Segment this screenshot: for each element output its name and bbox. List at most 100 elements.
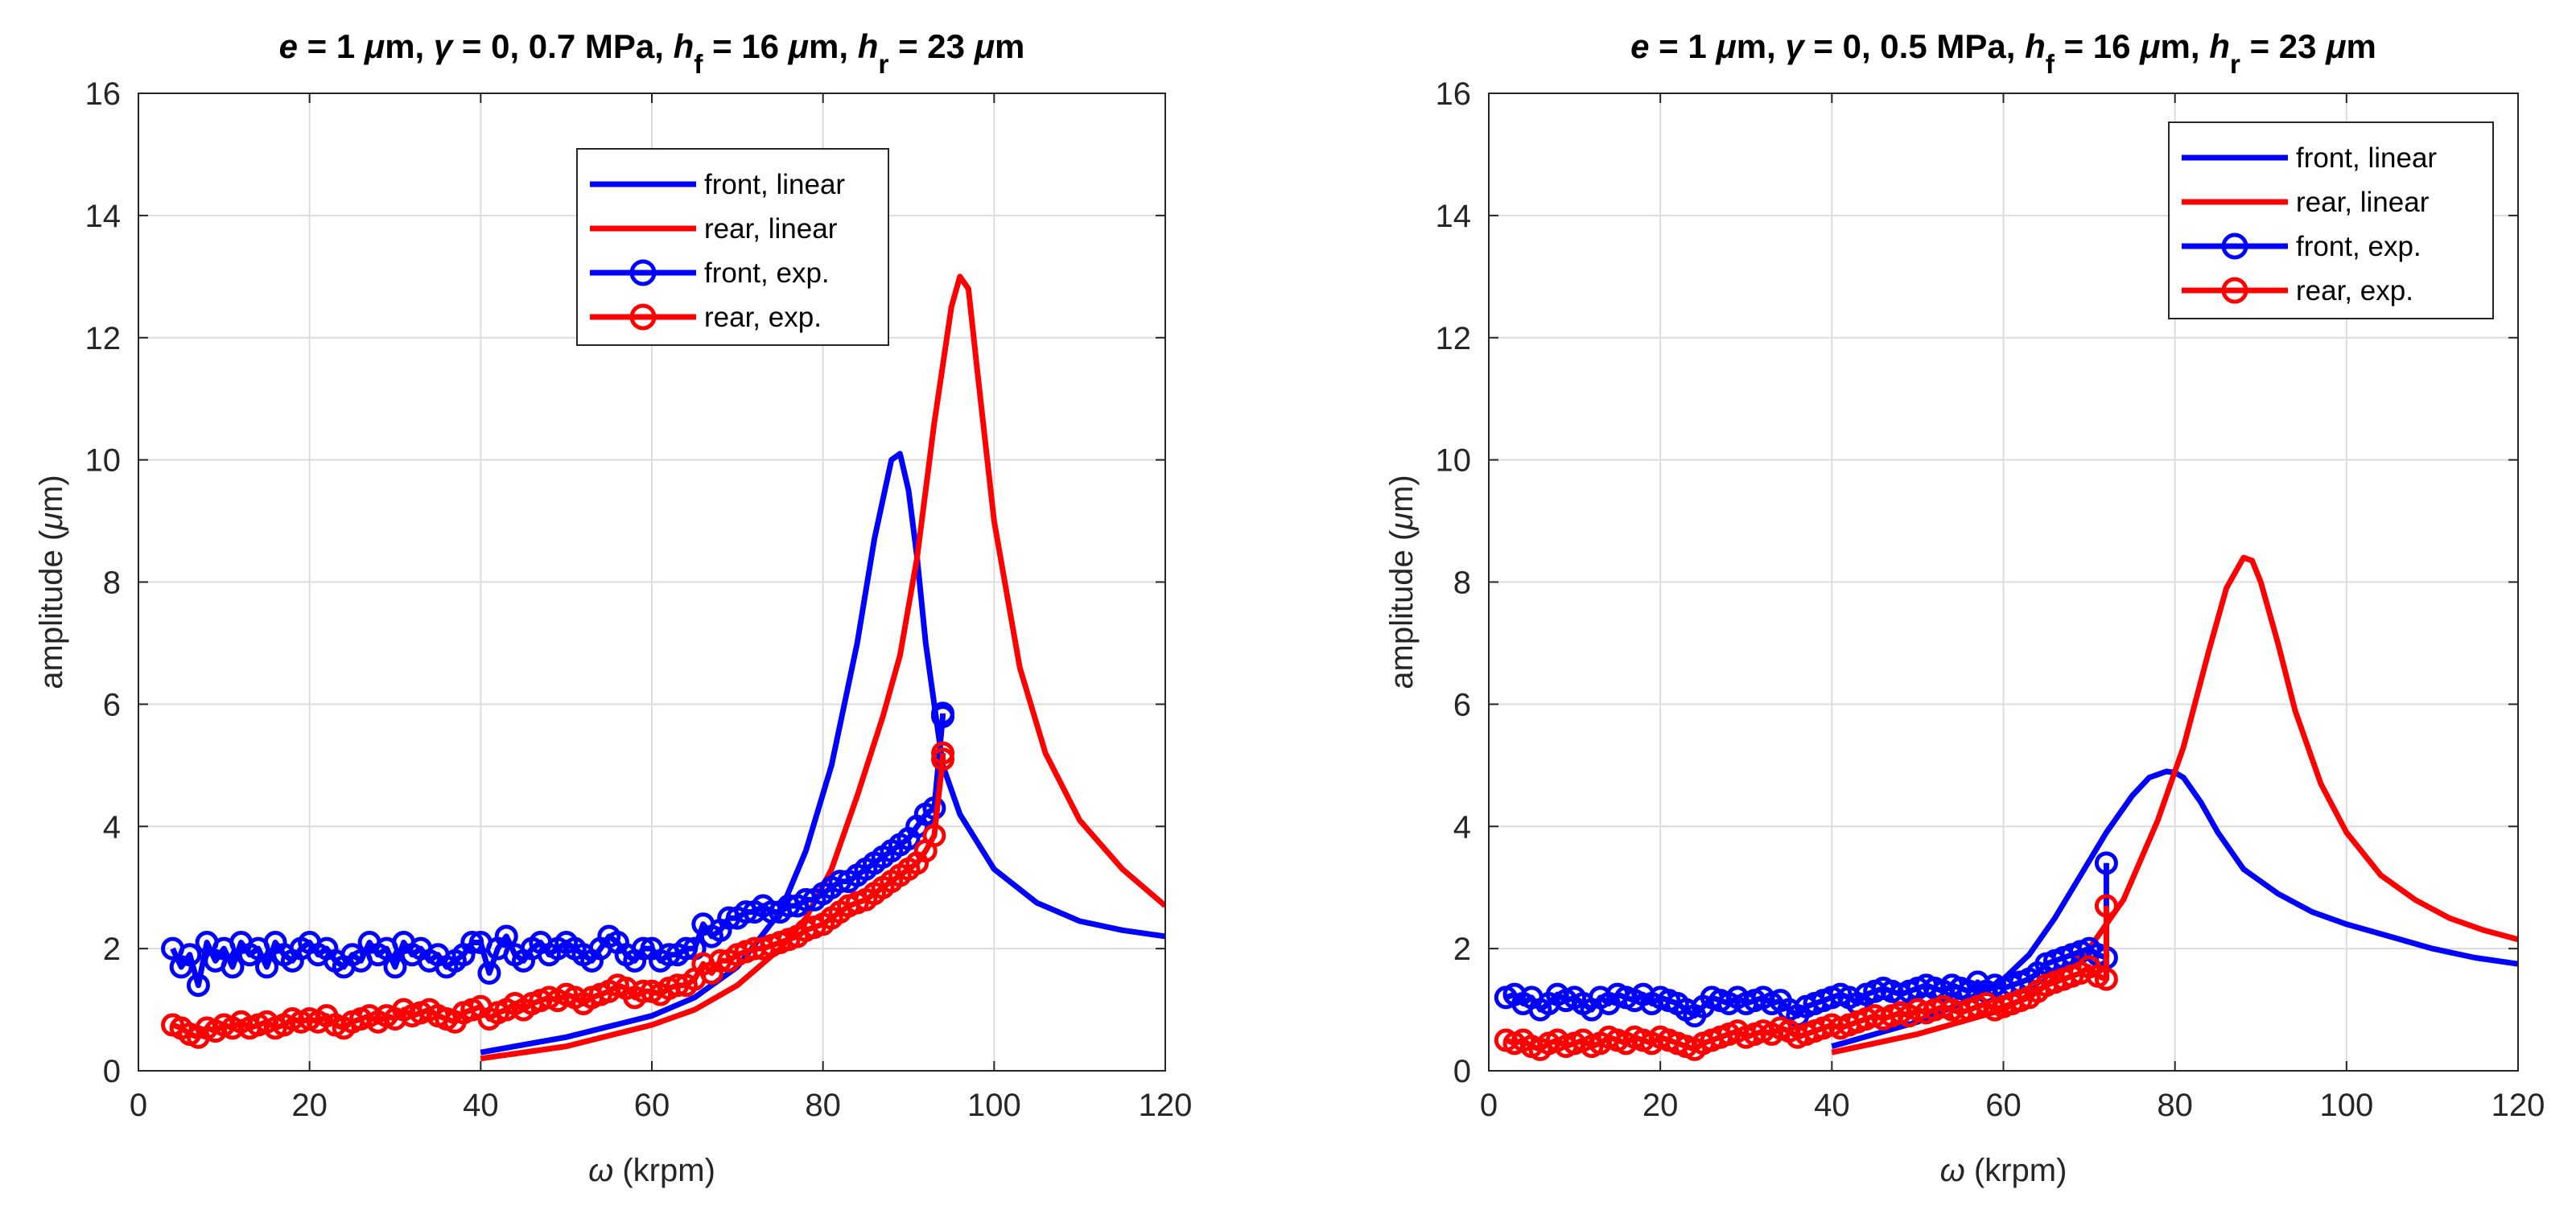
x-tick-label: 120 bbox=[2492, 1088, 2545, 1123]
legend-label: rear, exp. bbox=[2296, 275, 2413, 307]
x-axis-label: ω (krpm) bbox=[588, 1153, 715, 1188]
chart-title-part: = 1 bbox=[1649, 27, 1716, 65]
x-tick-label: 100 bbox=[2319, 1088, 2373, 1123]
y-axis-label-part: amplitude ( bbox=[34, 529, 69, 689]
chart-title-part: h bbox=[674, 27, 694, 65]
y-tick-label: 6 bbox=[103, 687, 121, 722]
data-point bbox=[477, 961, 501, 985]
y-tick-label: 2 bbox=[1453, 932, 1471, 967]
legend-marker bbox=[2221, 277, 2248, 304]
chart-title-part: h bbox=[2209, 27, 2230, 65]
chart-title-part: m, bbox=[2161, 27, 2210, 65]
x-tick-label: 0 bbox=[1480, 1088, 1498, 1123]
series-line-1 bbox=[480, 274, 1165, 1062]
y-tick-label: 16 bbox=[1436, 76, 1472, 112]
y-tick-label: 14 bbox=[85, 199, 122, 234]
chart-title-part: f bbox=[694, 50, 703, 80]
chart-title-part: m, bbox=[809, 27, 858, 65]
series-layer bbox=[161, 274, 1165, 1062]
chart-title-part: = 16 bbox=[703, 27, 788, 65]
y-tick-label: 10 bbox=[85, 443, 122, 479]
y-tick-label: 12 bbox=[1436, 321, 1472, 356]
y-axis-label-part: amplitude ( bbox=[1384, 529, 1420, 689]
x-tick-label: 0 bbox=[130, 1088, 147, 1123]
chart-title-part: = 23 bbox=[2240, 27, 2326, 65]
y-axis-label: amplitude (μm) bbox=[34, 475, 69, 689]
x-tick-label: 80 bbox=[2157, 1088, 2193, 1123]
data-point bbox=[674, 936, 699, 961]
chart-title-part: = 16 bbox=[2055, 27, 2140, 65]
chart-title-part: m bbox=[2347, 27, 2376, 65]
y-axis-label-part: μ bbox=[1384, 512, 1420, 531]
x-axis-label-part: (krpm) bbox=[1965, 1153, 2067, 1188]
legend-label: rear, exp. bbox=[704, 302, 822, 333]
data-point bbox=[931, 741, 955, 765]
chart-panel-2: 0 20 40 60 80 100 120 0 2 4 6 8 10 12 14 16 e = 1 μm, γ … bbox=[1384, 27, 2545, 1188]
legend-marker bbox=[629, 259, 657, 286]
legend-label: front, linear bbox=[2296, 142, 2437, 174]
y-tick-label: 0 bbox=[103, 1054, 121, 1089]
chart-title-part: h bbox=[858, 27, 879, 65]
legend-label: rear, linear bbox=[704, 213, 838, 245]
legend-marker bbox=[629, 303, 657, 331]
legend: front, linear rear, linear front, exp. rear… bbox=[2168, 121, 2494, 319]
y-tick-label: 14 bbox=[1436, 199, 1472, 234]
data-point bbox=[931, 702, 955, 726]
data-point bbox=[2094, 967, 2118, 991]
x-axis-label: ω (krpm) bbox=[1940, 1153, 2067, 1188]
x-tick-label: 120 bbox=[1139, 1088, 1193, 1123]
x-axis-label-part: ω bbox=[588, 1153, 613, 1188]
y-tick-label: 10 bbox=[1436, 443, 1472, 479]
chart-title-part: μ bbox=[1715, 27, 1736, 65]
x-tick-label: 40 bbox=[463, 1088, 499, 1123]
legend-label: front, exp. bbox=[704, 257, 830, 289]
chart-title: e = 1 μm, γ = 0, 0.5 MPa, hf = 16 μm, hr… bbox=[1630, 27, 2376, 80]
chart-title-part: = 0, 0.7 MPa, bbox=[452, 27, 673, 65]
chart-title-part: m, bbox=[385, 27, 434, 65]
legend-label: rear, linear bbox=[2296, 187, 2430, 218]
chart-title-part: h bbox=[2025, 27, 2046, 65]
data-point bbox=[2094, 851, 2118, 875]
chart-title-part: γ bbox=[434, 27, 455, 65]
y-tick-label: 16 bbox=[85, 76, 122, 112]
chart-panel-1: 0 20 40 60 80 100 120 0 2 4 6 8 10 12 14 16 e = 1 μm, γ … bbox=[34, 27, 1192, 1188]
y-axis-label: amplitude (μm) bbox=[1384, 475, 1420, 689]
y-tick-label: 4 bbox=[103, 809, 121, 845]
x-axis-label-part: (krpm) bbox=[613, 1153, 715, 1188]
x-tick-label: 40 bbox=[1814, 1088, 1850, 1123]
chart-title: e = 1 μm, γ = 0, 0.7 MPa, hf = 16 μm, hr… bbox=[279, 27, 1025, 80]
x-tick-label: 60 bbox=[1985, 1088, 2022, 1123]
y-tick-label: 12 bbox=[85, 321, 122, 356]
chart-title-part: μ bbox=[364, 27, 385, 65]
data-point bbox=[186, 973, 210, 998]
chart-title-part: r bbox=[2230, 50, 2240, 80]
x-tick-label: 20 bbox=[291, 1088, 328, 1123]
data-point bbox=[494, 924, 518, 948]
chart-title-part: μ bbox=[2139, 27, 2160, 65]
x-tick-label: 20 bbox=[1642, 1088, 1679, 1123]
y-axis-label-part: m) bbox=[1384, 475, 1420, 512]
x-tick-label: 80 bbox=[805, 1088, 841, 1123]
data-point bbox=[2094, 894, 2118, 918]
y-tick-label: 4 bbox=[1453, 809, 1471, 845]
chart-title-part: m bbox=[995, 27, 1024, 65]
chart-title-part: γ bbox=[1785, 27, 1806, 65]
legend-marker bbox=[2221, 232, 2248, 260]
chart-title-part: = 0, 0.5 MPa, bbox=[1804, 27, 2025, 65]
y-tick-label: 8 bbox=[1453, 566, 1471, 601]
data-point bbox=[221, 955, 245, 979]
chart-title-part: μ bbox=[788, 27, 809, 65]
legend: front, linear rear, linear front, exp. rear… bbox=[576, 148, 889, 346]
y-tick-label: 2 bbox=[103, 932, 121, 967]
y-tick-label: 8 bbox=[103, 566, 121, 601]
chart-title-part: = 1 bbox=[298, 27, 365, 65]
legend-label: front, linear bbox=[704, 169, 845, 200]
chart-title-part: e bbox=[279, 27, 298, 65]
y-axis-label-part: μ bbox=[34, 512, 69, 531]
data-point bbox=[383, 955, 407, 979]
chart-title-part: m, bbox=[1737, 27, 1786, 65]
series-layer bbox=[1494, 554, 2518, 1061]
x-tick-label: 100 bbox=[967, 1088, 1021, 1123]
data-point bbox=[255, 955, 278, 979]
